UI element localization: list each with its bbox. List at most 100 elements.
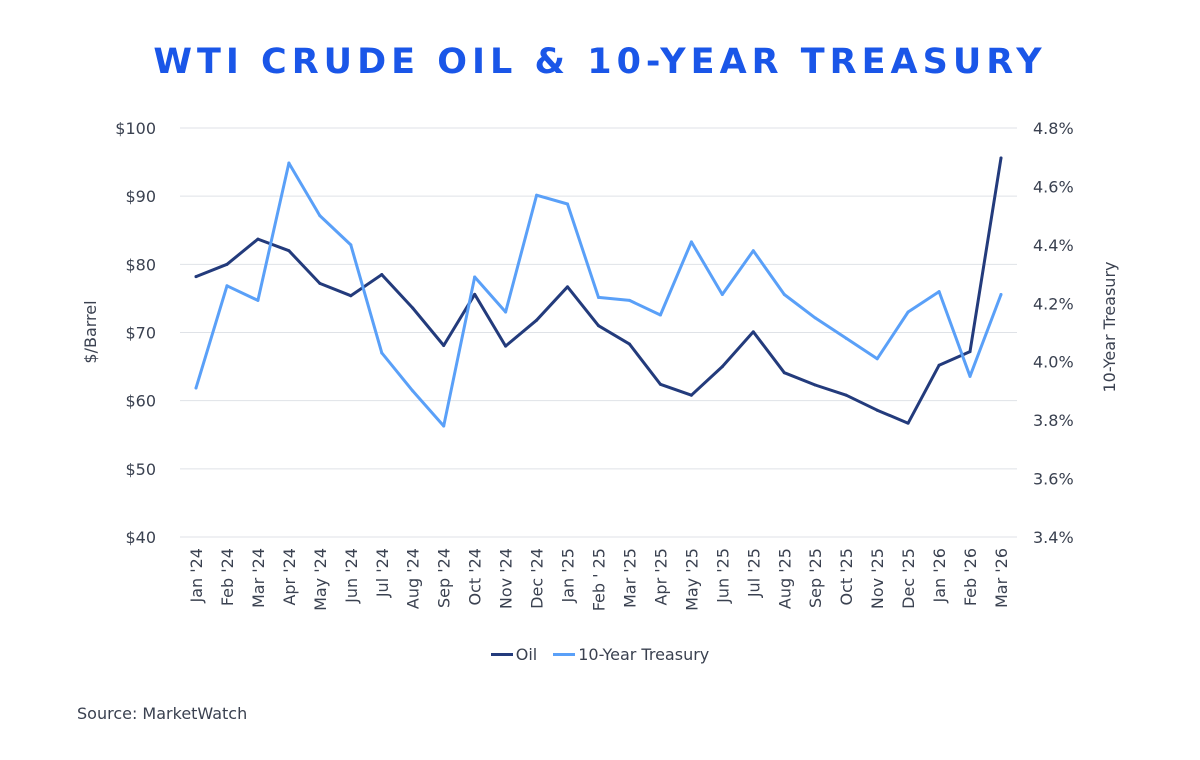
data-point-treasury — [504, 310, 508, 314]
data-point-treasury — [473, 275, 477, 279]
data-point-treasury — [751, 249, 755, 253]
x-tick-label: Jun '24 — [342, 548, 361, 604]
x-tick-label: Mar '26 — [992, 548, 1011, 608]
y-tick-label: $80 — [125, 255, 156, 274]
data-point-oil — [658, 382, 662, 386]
x-tick-label: Jan '24 — [187, 548, 206, 604]
x-tick-label: Feb '24 — [218, 548, 237, 606]
data-point-treasury — [411, 389, 415, 393]
x-tick-label: Sep '25 — [806, 548, 825, 608]
y-tick-label: $40 — [125, 528, 156, 547]
data-point-treasury — [256, 298, 260, 302]
y2-tick-label: 4.0% — [1033, 353, 1074, 372]
x-tick-label: Jul '24 — [373, 548, 392, 598]
legend-swatch-treasury — [553, 653, 576, 656]
data-point-treasury — [937, 290, 941, 294]
y2-tick-label: 4.2% — [1033, 294, 1074, 313]
data-point-treasury — [658, 313, 662, 317]
legend-swatch-oil — [490, 653, 513, 656]
x-tick-label: Feb ' 25 — [590, 548, 609, 611]
data-point-treasury — [225, 284, 229, 288]
data-point-treasury — [194, 386, 198, 390]
data-point-oil — [380, 273, 384, 277]
data-point-oil — [225, 262, 229, 266]
data-point-treasury — [875, 357, 879, 361]
data-point-treasury — [349, 243, 353, 247]
x-tick-label: Aug '24 — [404, 548, 423, 609]
y-tick-label: $100 — [115, 119, 156, 138]
x-tick-label: Jun '25 — [713, 548, 732, 604]
data-point-treasury — [597, 295, 600, 299]
data-point-oil — [318, 281, 322, 285]
data-point-oil — [906, 421, 910, 425]
data-point-oil — [473, 292, 477, 296]
data-point-treasury — [689, 240, 693, 244]
x-tick-label: Mar '25 — [620, 548, 639, 608]
data-point-treasury — [287, 161, 291, 165]
data-point-oil — [751, 330, 755, 334]
x-tick-label: Aug '25 — [775, 548, 794, 609]
data-point-oil — [875, 408, 879, 412]
y-tick-label: $60 — [125, 392, 156, 411]
data-point-treasury — [720, 293, 724, 297]
data-point-treasury — [844, 336, 848, 340]
data-point-oil — [504, 344, 508, 348]
x-tick-label: May '25 — [682, 548, 701, 611]
data-point-oil — [782, 371, 786, 375]
data-point-treasury — [999, 293, 1003, 297]
x-tick-label: Nov '24 — [497, 548, 516, 609]
legend-item-treasury[interactable]: 10-Year Treasury — [553, 645, 709, 664]
series-line-treasury — [194, 161, 1003, 428]
data-point-oil — [535, 318, 539, 322]
chart-title: WTI CRUDE OIL & 10-YEAR TREASURY — [153, 42, 1047, 82]
x-tick-label: May '24 — [311, 548, 330, 611]
y-axis-title: $/Barrel — [81, 300, 100, 363]
y2-axis-title: 10-Year Treasury — [1100, 261, 1119, 392]
x-tick-label: Feb '26 — [961, 548, 980, 606]
y2-tick-label: 3.8% — [1033, 411, 1074, 430]
x-tick-label: Nov '25 — [868, 548, 887, 609]
data-point-treasury — [627, 298, 631, 302]
x-tick-label: Jan '25 — [559, 548, 578, 604]
data-point-treasury — [566, 202, 570, 206]
x-tick-label: Sep '24 — [435, 548, 454, 608]
data-point-oil — [256, 237, 260, 241]
y2-tick-label: 3.4% — [1033, 528, 1074, 547]
data-point-treasury — [813, 316, 817, 320]
x-tick-label: Oct '24 — [466, 548, 485, 606]
x-tick-label: Apr '24 — [280, 548, 299, 606]
data-point-oil — [968, 350, 972, 354]
data-point-oil — [844, 393, 848, 397]
x-tick-label: Jul '25 — [744, 548, 763, 598]
data-point-oil — [689, 393, 693, 397]
y-tick-label: $90 — [125, 187, 156, 206]
x-tick-label: Jan '26 — [930, 548, 949, 604]
data-point-oil — [937, 363, 941, 367]
data-point-oil — [411, 306, 415, 310]
legend-label-oil: Oil — [515, 645, 538, 664]
y2-tick-label: 4.8% — [1033, 119, 1074, 138]
data-point-oil — [194, 275, 198, 279]
data-point-oil — [442, 343, 446, 347]
data-point-oil — [597, 324, 600, 328]
series-line-oil — [194, 156, 1003, 425]
data-point-oil — [349, 294, 353, 298]
y2-tick-label: 3.6% — [1033, 470, 1074, 489]
data-point-treasury — [906, 310, 910, 314]
legend-label-treasury: 10-Year Treasury — [578, 645, 710, 664]
data-point-oil — [627, 342, 631, 346]
y-tick-label: $50 — [125, 460, 156, 479]
x-tick-label: Dec '25 — [899, 548, 918, 609]
data-point-oil — [287, 249, 291, 253]
x-tick-label: Mar '24 — [249, 548, 268, 608]
data-point-treasury — [380, 351, 384, 355]
data-point-treasury — [442, 424, 446, 428]
data-point-oil — [720, 365, 724, 369]
data-point-oil — [999, 156, 1003, 160]
data-point-oil — [813, 383, 817, 387]
x-tick-label: Apr '25 — [651, 548, 670, 606]
data-point-treasury — [968, 374, 972, 378]
legend-item-oil[interactable]: Oil — [490, 645, 538, 664]
y-tick-label: $70 — [125, 324, 156, 343]
data-point-oil — [566, 285, 570, 289]
